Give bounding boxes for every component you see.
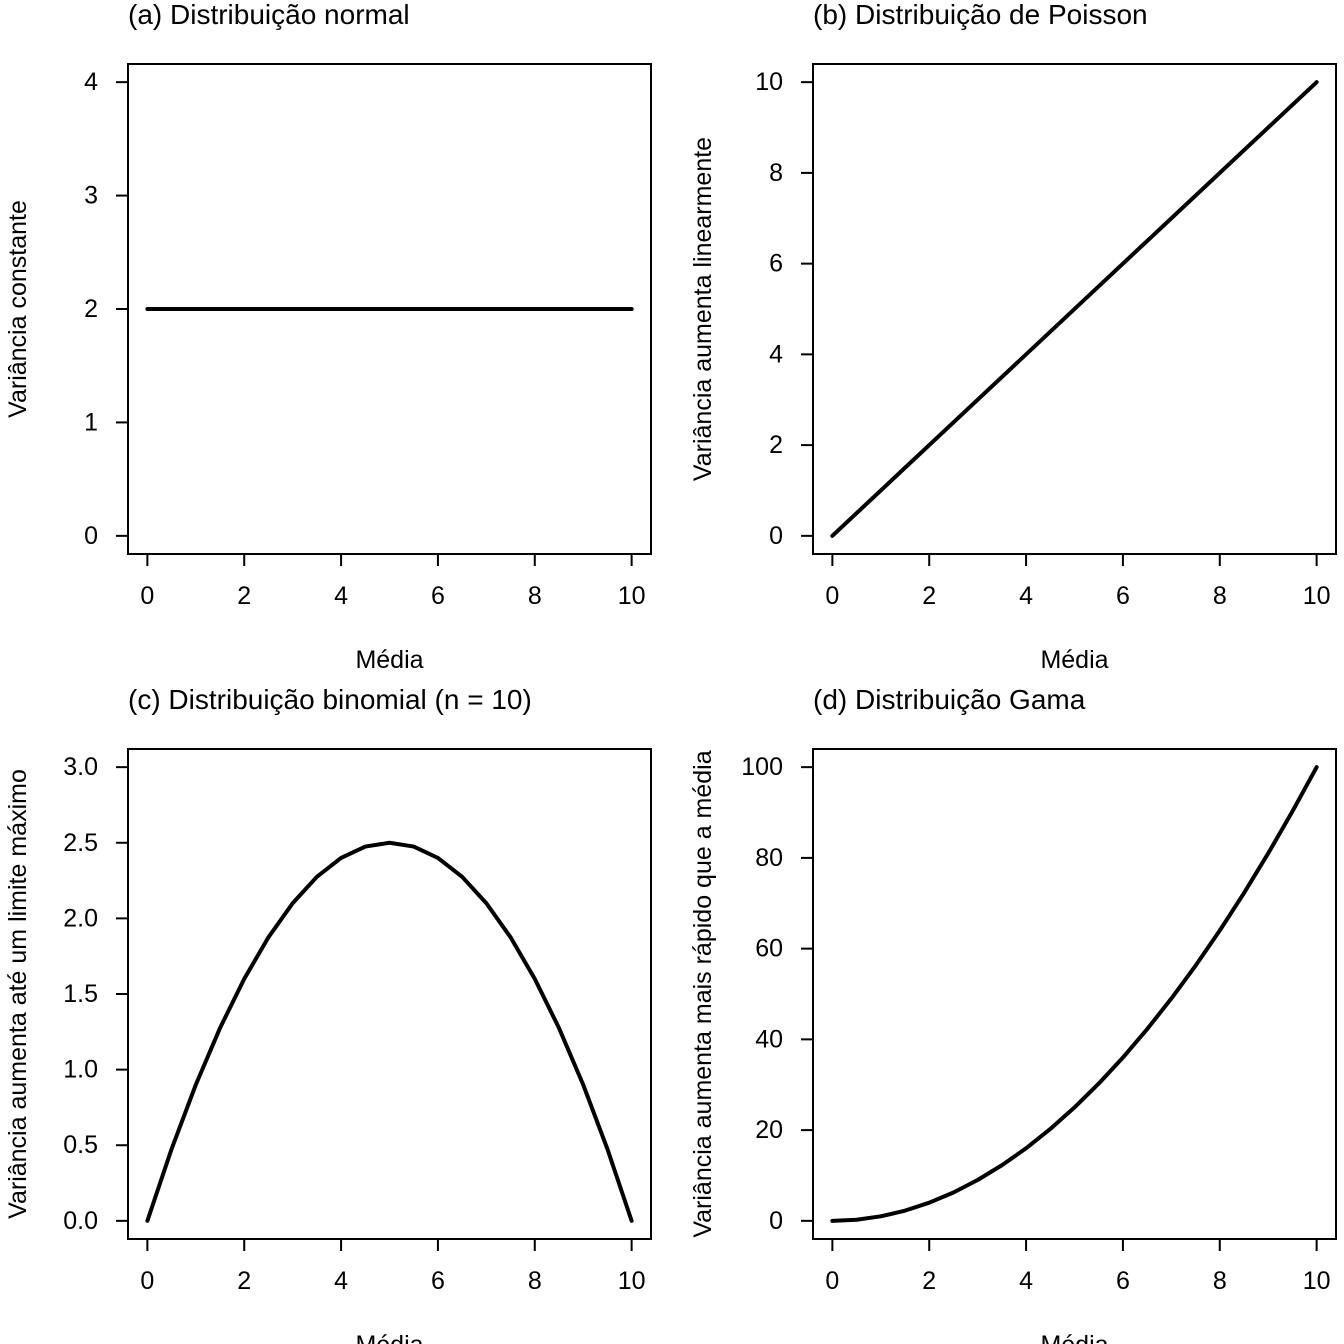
y-tick-label: 1.0: [63, 1056, 98, 1084]
y-tick-label: 4: [769, 340, 783, 368]
plot-frame: [812, 63, 1337, 555]
series-line: [830, 765, 1319, 1223]
panel-title: (a) Distribuição normal: [128, 0, 410, 30]
y-tick-label: 2: [84, 295, 98, 323]
x-axis-label: Média: [355, 1331, 423, 1344]
x-tick-label: 6: [431, 1267, 445, 1295]
y-axis-label: Variância aumenta mais rápido que a médi…: [689, 750, 717, 1237]
x-tick-label: 2: [922, 1267, 936, 1295]
x-tick-label: 8: [1213, 1267, 1227, 1295]
y-tick-label: 3: [84, 182, 98, 210]
y-tick-label: 20: [755, 1116, 783, 1144]
x-tick-label: 2: [237, 582, 251, 610]
x-tick-label: 4: [1019, 582, 1033, 610]
x-tick-label: 8: [528, 582, 542, 610]
y-tick-label: 100: [741, 753, 783, 781]
panel-title: (b) Distribuição de Poisson: [813, 0, 1148, 30]
x-tick-label: 2: [922, 582, 936, 610]
x-axis-label: Média: [1040, 646, 1108, 674]
y-tick-label: 0.0: [63, 1207, 98, 1235]
y-tick-label: 10: [755, 68, 783, 96]
y-tick-label: 40: [755, 1025, 783, 1053]
x-tick-label: 10: [1303, 1267, 1331, 1295]
x-tick-label: 0: [140, 582, 154, 610]
x-tick-label: 4: [1019, 1267, 1033, 1295]
y-axis-label: Variância constante: [4, 200, 32, 418]
y-tick-label: 0: [84, 522, 98, 550]
x-axis-label: Média: [1040, 1331, 1108, 1344]
series-line: [145, 840, 634, 1223]
x-tick-label: 10: [1303, 582, 1331, 610]
x-tick-label: 4: [334, 582, 348, 610]
y-tick-label: 3.0: [63, 753, 98, 781]
panel-3: (c) Distribuição binomial (n = 10) 0 2 4 6 8 1…: [4, 684, 652, 1344]
y-tick-label: 1.5: [63, 980, 98, 1008]
x-tick-label: 6: [431, 582, 445, 610]
y-tick-label: 1: [84, 408, 98, 436]
x-tick-label: 10: [618, 1267, 646, 1295]
x-tick-label: 4: [334, 1267, 348, 1295]
series-line: [830, 80, 1319, 538]
plot-frame: [812, 748, 1337, 1240]
panel-2: (b) Distribuição de Poisson 0 2 4 6 8 10 0 2 4 6 8 1…: [689, 0, 1337, 674]
y-tick-label: 6: [769, 250, 783, 278]
y-tick-label: 4: [84, 68, 98, 96]
x-tick-label: 2: [237, 1267, 251, 1295]
panel-title: (d) Distribuição Gama: [813, 684, 1086, 715]
y-axis-label: Variância aumenta até um limite máximo: [4, 769, 32, 1219]
x-tick-label: 8: [528, 1267, 542, 1295]
panel-title: (c) Distribuição binomial (n = 10): [128, 684, 532, 715]
x-tick-label: 0: [825, 1267, 839, 1295]
y-axis-label: Variância aumenta linearmente: [689, 137, 717, 481]
y-tick-label: 60: [755, 935, 783, 963]
x-axis-label: Média: [355, 646, 423, 674]
y-tick-label: 8: [769, 159, 783, 187]
y-tick-label: 80: [755, 844, 783, 872]
y-tick-label: 2: [769, 431, 783, 459]
panel-1: (a) Distribuição normal 0 2 4 6 8 10 0 1 2 3 4 Média…: [4, 0, 652, 674]
plot-frame: [127, 748, 652, 1240]
y-tick-label: 0.5: [63, 1131, 98, 1159]
y-tick-label: 0: [769, 522, 783, 550]
y-tick-label: 0: [769, 1207, 783, 1235]
x-tick-label: 6: [1116, 1267, 1130, 1295]
x-tick-label: 0: [140, 1267, 154, 1295]
x-tick-label: 8: [1213, 582, 1227, 610]
x-tick-label: 0: [825, 582, 839, 610]
y-tick-label: 2.5: [63, 829, 98, 857]
x-tick-label: 10: [618, 582, 646, 610]
y-tick-label: 2.0: [63, 904, 98, 932]
x-tick-label: 6: [1116, 582, 1130, 610]
